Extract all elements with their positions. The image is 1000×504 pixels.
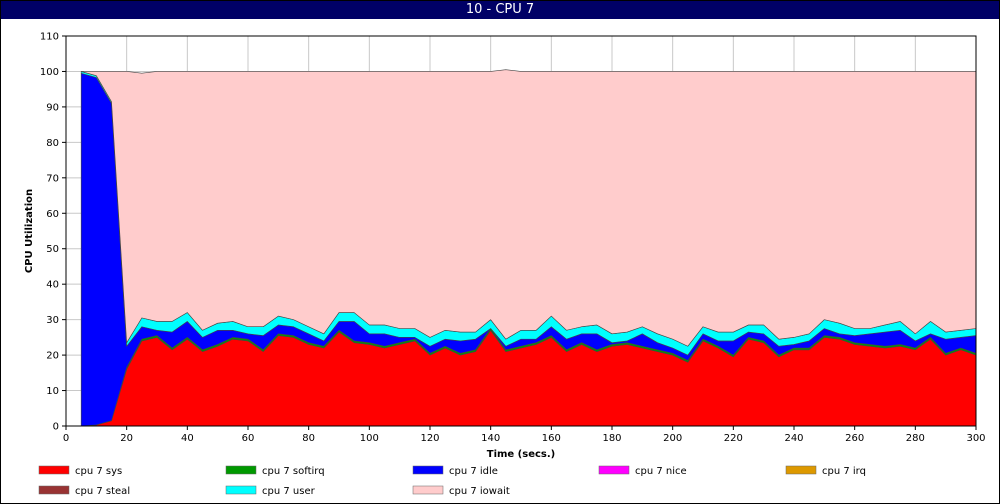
y-tick-label: 0 <box>53 422 59 433</box>
x-tick-label: 180 <box>602 433 621 444</box>
stacked-areas <box>80 69 977 427</box>
legend: cpu 7 sys cpu 7 softirq cpu 7 idle cpu 7 ni… <box>38 465 866 497</box>
x-tick-label: 300 <box>966 433 985 444</box>
x-tick-label: 40 <box>181 433 194 444</box>
legend-swatch-cpu-7-user <box>225 485 257 495</box>
x-axis-title: Time (secs.) <box>487 449 556 460</box>
y-axis-title: CPU Utilization <box>24 189 35 273</box>
y-tick-label: 40 <box>46 280 59 291</box>
axes: 0 10 20 30 40 50 60 70 80 90 100 110 0 20 40 60 80 100 120… <box>40 32 986 445</box>
x-tick-label: 0 <box>63 433 69 444</box>
legend-swatch-cpu-7-nice <box>598 465 630 475</box>
x-tick-label: 60 <box>242 433 255 444</box>
x-tick-label: 160 <box>542 433 561 444</box>
legend-swatch-cpu-7-idle <box>412 465 444 475</box>
x-tick-label: 80 <box>302 433 315 444</box>
legend-swatch-cpu-7-irq <box>785 465 817 475</box>
y-tick-label: 90 <box>46 102 59 113</box>
x-tick-label: 200 <box>663 433 682 444</box>
legend-swatch-cpu-7-softirq <box>225 465 257 475</box>
x-tick-label: 100 <box>360 433 379 444</box>
x-tick-label: 120 <box>420 433 439 444</box>
y-tick-label: 30 <box>46 315 59 326</box>
cpu-utilization-chart: 0 10 20 30 40 50 60 70 80 90 100 110 0 20 40 60 80 100 120… <box>24 32 986 498</box>
legend-swatch-cpu-7-steal <box>38 485 70 495</box>
x-tick-label: 280 <box>906 433 925 444</box>
window-title: 10 - CPU 7 <box>1 1 999 19</box>
y-tick-label: 50 <box>46 244 59 255</box>
plot-frame <box>65 35 977 427</box>
legend-label-cpu-7-steal: cpu 7 steal <box>75 486 130 497</box>
x-tick-label: 220 <box>724 433 743 444</box>
area-cpu-7-iowait <box>80 69 977 347</box>
x-tick-label: 260 <box>845 433 864 444</box>
legend-label-cpu-7-softirq: cpu 7 softirq <box>262 466 325 477</box>
legend-label-cpu-7-sys: cpu 7 sys <box>75 466 122 477</box>
legend-swatch-cpu-7-sys <box>38 465 70 475</box>
y-tick-label: 20 <box>46 351 59 362</box>
y-tick-label: 70 <box>46 173 59 184</box>
x-tick-label: 20 <box>120 433 133 444</box>
legend-label-cpu-7-idle: cpu 7 idle <box>449 466 498 477</box>
legend-swatch-cpu-7-iowait <box>412 485 444 495</box>
x-tick-label: 240 <box>784 433 803 444</box>
y-tick-label: 10 <box>46 386 59 397</box>
legend-label-cpu-7-iowait: cpu 7 iowait <box>449 486 510 497</box>
legend-label-cpu-7-user: cpu 7 user <box>262 486 316 497</box>
y-tick-label: 100 <box>40 67 59 78</box>
y-tick-label: 60 <box>46 209 59 220</box>
legend-label-cpu-7-nice: cpu 7 nice <box>635 466 687 477</box>
x-tick-label: 140 <box>481 433 500 444</box>
y-tick-label: 80 <box>46 138 59 149</box>
legend-label-cpu-7-irq: cpu 7 irq <box>822 466 866 477</box>
y-tick-label: 110 <box>40 32 59 43</box>
